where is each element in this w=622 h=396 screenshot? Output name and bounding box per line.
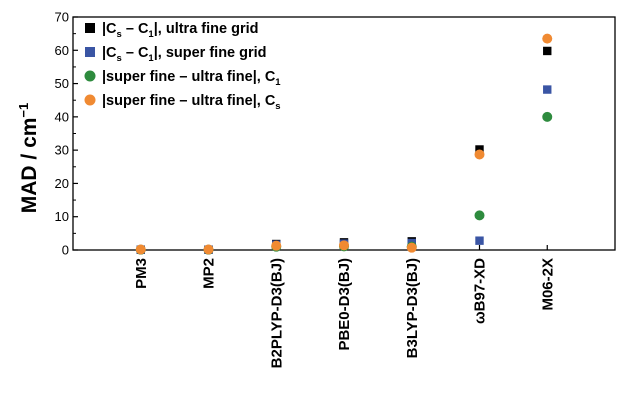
y-axis-ticks: 0 10 20 30 40 50 60 70 [55, 10, 78, 258]
legend-text-part: |super fine – ultra fine|, C [102, 69, 276, 85]
legend-subscript: 1 [148, 53, 154, 64]
series-2-point [543, 85, 552, 94]
legend-text-part: |super fine – ultra fine|, C [102, 93, 276, 109]
series-4-point [271, 240, 282, 251]
y-tick-label: 20 [55, 176, 69, 191]
y-tick-label: 40 [55, 109, 69, 124]
x-category-label: M06-2X [539, 258, 556, 311]
legend-subscript: 1 [148, 29, 154, 40]
series-4-point [406, 242, 417, 253]
legend-subscript: 1 [275, 77, 281, 88]
legend-marker-3 [84, 70, 96, 82]
legend-subscript: s [117, 29, 122, 40]
y-tick-label: 60 [55, 43, 69, 58]
x-category-label: PBE0-D3(BJ) [336, 258, 353, 351]
x-category-label: B2PLYP-D3(BJ) [268, 258, 285, 368]
legend-text-part: |, super fine grid [154, 45, 267, 61]
y-tick-label: 70 [55, 10, 69, 25]
series-3-point [474, 210, 485, 221]
data-points [135, 33, 553, 255]
legend-text-part: – C [122, 21, 149, 37]
x-category-label: B3LYP-D3(BJ) [404, 258, 421, 358]
legend-entry-4: |super fine – ultra fine|, Cs [102, 93, 281, 112]
legend-subscript: s [117, 53, 122, 64]
legend-subscript: s [275, 101, 280, 112]
legend-entry-2: |Cs – C1|, super fine grid [102, 45, 267, 64]
legend-text-part: |C [102, 45, 117, 61]
legend-text-part: |, ultra fine grid [154, 21, 259, 37]
series-2-point [475, 236, 484, 245]
legend-text-part: |C [102, 21, 117, 37]
series-4-point [542, 33, 553, 44]
legend-entry-1: |Cs – C1|, ultra fine grid [102, 21, 258, 40]
y-axis-title-superscript: −1 [16, 103, 31, 118]
legend-marker-4 [84, 94, 96, 106]
y-axis-title: MAD / cm−1 [16, 103, 41, 214]
x-category-label: MP2 [201, 258, 218, 289]
legend: |Cs – C1|, ultra fine grid|Cs – C1|, sup… [84, 21, 281, 112]
y-tick-label: 50 [55, 76, 69, 91]
series-4-point [203, 244, 214, 255]
x-category-label: ωB97-XD [472, 258, 489, 324]
x-axis-categories: PM3 MP2 B2PLYP-D3(BJ) PBE0-D3(BJ) B3LYP-D3(B… [133, 245, 556, 368]
series-1-point [543, 46, 552, 56]
series-4-point [474, 149, 485, 160]
legend-marker-1 [85, 23, 95, 33]
series-4-point [135, 244, 146, 255]
y-tick-label: 10 [55, 209, 69, 224]
x-category-label: PM3 [133, 258, 150, 289]
y-tick-label: 0 [62, 243, 69, 258]
y-axis-title-text: MAD / cm [18, 118, 41, 214]
legend-text-part: – C [122, 45, 149, 61]
legend-marker-2 [85, 47, 95, 57]
legend-entry-3: |super fine – ultra fine|, C1 [102, 69, 281, 88]
series-3-point [542, 111, 553, 122]
series-4-point [339, 240, 349, 251]
y-tick-label: 30 [55, 143, 69, 158]
